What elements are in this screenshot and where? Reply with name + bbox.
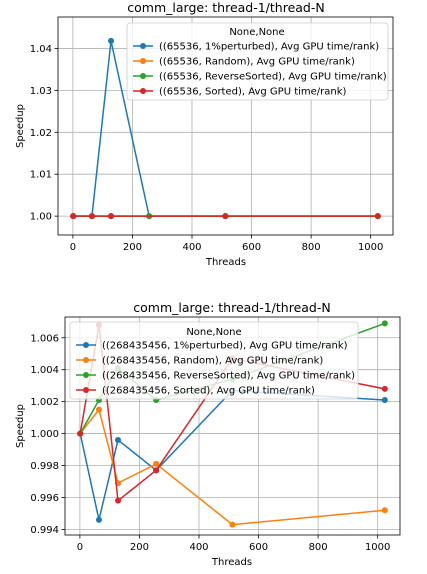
chart-1-legend-title: None,None <box>229 27 284 38</box>
chart-1-legend-swatch-marker <box>140 88 146 94</box>
chart-1-x-axis-label: Threads <box>205 257 246 268</box>
chart-1-data-point <box>88 213 95 220</box>
chart-2-legend: None,None ((268435456, 1%perturbed), Avg… <box>69 321 359 400</box>
chart-2-legend-label: ((268435456, 1%perturbed), Avg GPU time/… <box>102 341 348 352</box>
chart-1-x-tick-label: 800 <box>302 242 321 253</box>
chart-2-legend-label: ((268435456, Sorted), Avg GPU time/rank) <box>102 386 315 397</box>
chart-1-y-tick-label: 1.00 <box>30 212 52 223</box>
chart-1-legend-label: ((65536, Sorted), Avg GPU time/rank) <box>159 87 347 98</box>
chart-1-x-tick-label: 400 <box>182 242 201 253</box>
chart-1-x-tick-label: 200 <box>123 242 142 253</box>
chart-1-series-lines <box>70 37 381 220</box>
chart-2-y-tick-label: 0.994 <box>30 525 59 536</box>
chart-2-data-point <box>229 521 236 528</box>
chart-1-x-tick-label: 600 <box>242 242 261 253</box>
chart-1-data-point <box>108 213 114 220</box>
chart-2-y-tick-label: 1.004 <box>30 365 59 376</box>
chart-1-x-ticks: 0 200 400 600 800 1000 <box>70 235 383 253</box>
chart-2-legend-label: ((268435456, Random), Avg GPU time/rank) <box>102 356 323 367</box>
chart-1-data-point <box>374 213 381 220</box>
chart-1-x-tick-label: 0 <box>70 242 76 253</box>
chart-2-data-point <box>115 497 121 504</box>
chart-2-legend-swatch-marker <box>83 342 89 348</box>
chart-2-frame <box>64 316 401 536</box>
chart-1-data-point <box>108 37 114 44</box>
chart-2-legend-box <box>69 321 359 400</box>
chart-2-y-ticks: 0.994 0.996 0.998 1.000 1.002 1.004 1.006 <box>30 333 65 536</box>
chart-2-legend-swatch-marker <box>83 357 89 363</box>
chart-2-y-tick-label: 1.006 <box>30 333 59 344</box>
chart-1-legend-label: ((65536, ReverseSorted), Avg GPU time/ra… <box>159 72 387 83</box>
chart-1-y-axis-label: Speedup <box>15 104 26 148</box>
chart-1-y-tick-label: 1.04 <box>30 44 52 55</box>
chart-2-x-tick-label: 200 <box>130 542 149 553</box>
chart-1-y-tick-label: 1.03 <box>30 86 52 97</box>
chart-1-legend-entries: ((65536, 1%perturbed), Avg GPU time/rank… <box>133 42 387 98</box>
chart-2-y-tick-label: 1.000 <box>30 429 59 440</box>
chart-1-legend-label: ((65536, Random), Avg GPU time/rank) <box>159 57 355 68</box>
chart-2-y-tick-label: 1.002 <box>30 397 59 408</box>
chart-2-x-tick-label: 800 <box>309 542 328 553</box>
chart-2-x-tick-label: 1000 <box>365 542 390 553</box>
chart-2-y-axis-label: Speedup <box>15 404 26 448</box>
chart-2-y-tick-label: 0.996 <box>30 493 59 504</box>
chart-2-data-point <box>95 406 102 413</box>
chart-1-legend-box <box>126 22 389 101</box>
chart-2-legend-title: None,None <box>186 327 241 338</box>
chart-2-data-point <box>95 516 102 523</box>
chart-2: comm_large: thread-1/thread-N 0 200 400 600… <box>15 300 401 568</box>
chart-1-legend: None,None ((65536, 1%perturbed), Avg GPU… <box>126 22 389 101</box>
chart-2-data-point <box>381 320 388 327</box>
chart-1-legend-label: ((65536, 1%perturbed), Avg GPU time/rank… <box>159 42 379 53</box>
chart-1-y-tick-label: 1.01 <box>30 170 52 181</box>
chart-1-x-tick-label: 1000 <box>358 242 383 253</box>
chart-1-legend-swatch-marker <box>140 73 146 79</box>
chart-1-legend-swatch-marker <box>140 43 146 49</box>
chart-2-x-tick-label: 600 <box>249 542 268 553</box>
chart-1-data-point <box>70 213 77 220</box>
chart-2-legend-swatch-marker <box>83 387 89 393</box>
chart-2-legend-label: ((268435456, ReverseSorted), Avg GPU tim… <box>102 371 355 382</box>
chart-1-legend-swatch-marker <box>140 58 146 64</box>
chart-1-data-point <box>222 213 229 220</box>
chart-2-series-line-268435456-random-avg-gpu-time-rank <box>79 408 385 526</box>
chart-2-data-point <box>381 385 388 392</box>
chart-1-frame <box>57 16 394 236</box>
chart-2-data-point <box>153 467 160 474</box>
chart-2-data-point <box>381 397 388 404</box>
chart-2-title: comm_large: thread-1/thread-N <box>133 300 330 315</box>
chart-2-legend-entries: ((268435456, 1%perturbed), Avg GPU time/… <box>76 341 355 397</box>
chart-2-x-tick-label: 0 <box>77 542 83 553</box>
chart-1-y-tick-label: 1.02 <box>30 128 52 139</box>
chart-2-x-axis-label: Threads <box>211 557 252 568</box>
chart-1-title: comm_large: thread-1/thread-N <box>127 0 324 15</box>
chart-2-data-point <box>115 436 121 443</box>
chart-2-data-point <box>381 507 388 514</box>
chart-1: comm_large: thread-1/thread-N 0 200 400 600… <box>15 0 394 268</box>
chart-1-y-ticks: 1.00 1.01 1.02 1.03 1.04 <box>30 44 58 223</box>
chart-2-data-point <box>153 460 160 467</box>
chart-2-y-tick-label: 0.998 <box>30 461 59 472</box>
chart-2-legend-swatch-marker <box>83 372 89 378</box>
chart-2-x-ticks: 0 200 400 600 800 1000 <box>77 535 390 553</box>
chart-2-x-tick-label: 400 <box>189 542 208 553</box>
chart-2-data-point <box>77 430 84 437</box>
